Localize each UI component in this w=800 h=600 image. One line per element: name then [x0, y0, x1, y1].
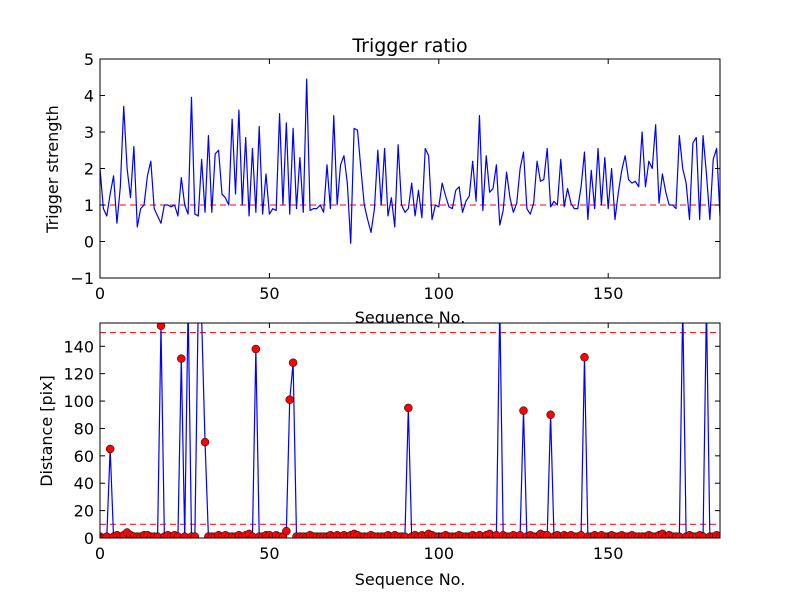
bottom-y-tick-label: 100 — [63, 392, 94, 411]
bottom-data-point — [177, 354, 186, 363]
plot-area-top — [100, 59, 720, 278]
bottom-data-point — [715, 532, 720, 538]
top-y-tick-label: 0 — [84, 233, 94, 252]
plot-area-bottom — [100, 323, 720, 538]
bottom-y-tick-label: 40 — [74, 474, 94, 493]
top-x-tick-label: 100 — [424, 284, 455, 303]
top-marks — [100, 78, 720, 244]
bottom-ticks: 0 50 100 150 0 20 40 60 80 100 120 140 — [63, 323, 720, 563]
bottom-data-point — [200, 437, 210, 447]
bottom-x-tick-label: 50 — [259, 544, 279, 563]
bottom-data-point — [288, 358, 298, 367]
bottom-data-point — [282, 526, 291, 536]
bottom-data-point — [285, 395, 294, 404]
bottom-x-tick-label: 150 — [593, 544, 624, 563]
top-x-tick-label: 0 — [95, 284, 105, 303]
x-axis-label-top: Sequence No. — [355, 308, 466, 327]
bottom-data-point — [546, 410, 555, 420]
subplot-distance: 0 50 100 150 0 20 40 60 80 100 120 140 Sequence No.… — [37, 322, 721, 589]
x-axis-label-bottom: Sequence No. — [355, 570, 466, 589]
bottom-data-point — [156, 323, 166, 330]
bottom-y-tick-label: 80 — [74, 419, 94, 438]
bottom-y-tick-label: 0 — [84, 529, 94, 548]
y-axis-label-bottom: Distance [pix] — [37, 375, 56, 487]
bottom-y-tick-label: 140 — [63, 337, 94, 356]
top-y-tick-label: 3 — [84, 123, 94, 142]
bottom-x-tick-label: 100 — [424, 544, 455, 563]
top-x-tick-label: 50 — [259, 284, 279, 303]
bottom-clipped-marks — [100, 323, 720, 538]
bottom-marks — [100, 323, 720, 538]
bottom-data-point — [190, 532, 200, 538]
bottom-data-point — [105, 444, 115, 454]
top-y-tick-label: 2 — [84, 160, 94, 179]
top-y-tick-label: 1 — [84, 196, 94, 215]
top-y-tick-label: 4 — [84, 87, 94, 106]
bottom-data-point — [404, 403, 413, 413]
top-y-tick-label: −1 — [70, 269, 94, 288]
bottom-y-tick-label: 120 — [63, 365, 94, 384]
bottom-data-point — [580, 352, 589, 362]
top-x-tick-label: 150 — [593, 284, 624, 303]
bottom-y-tick-label: 60 — [74, 447, 94, 466]
bottom-y-tick-label: 20 — [74, 502, 94, 521]
plot-frame-bottom — [99, 322, 721, 539]
bottom-data-point — [519, 406, 528, 415]
chart-title: Trigger ratio — [351, 35, 467, 57]
top-y-tick-label: 5 — [84, 50, 94, 69]
bottom-x-tick-label: 0 — [95, 544, 105, 563]
top-clipped-marks — [100, 78, 720, 244]
top-series-line-0 — [100, 78, 720, 244]
bottom-data-point — [251, 344, 261, 354]
y-axis-label-top: Trigger strength — [43, 105, 62, 234]
